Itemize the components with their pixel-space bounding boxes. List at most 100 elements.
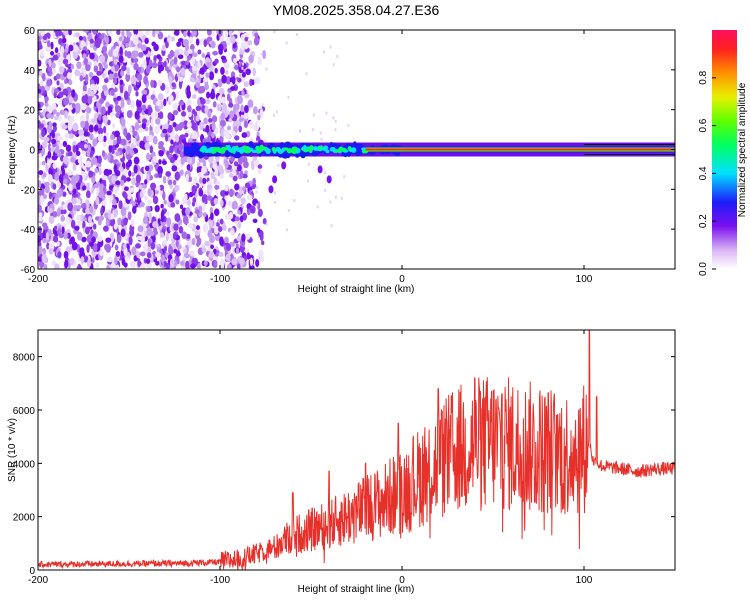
spectrogram-noise-cell [210, 244, 215, 249]
spectrogram-noise-cell [141, 94, 147, 104]
spectrogram-noise-cell [157, 31, 164, 40]
spectrogram-noise-cell [87, 108, 91, 114]
x-tick-label: -100 [210, 274, 230, 285]
spectrogram-noise-cell [85, 64, 91, 72]
spectrogram-noise-cell [98, 62, 102, 68]
spectrogram-noise-cell [207, 229, 213, 238]
spectrogram-noise-cell [146, 65, 151, 74]
signal-band-blob [329, 147, 336, 152]
signal-band-blob [206, 148, 213, 153]
signal-band-blob [251, 149, 259, 154]
spectrogram-noise-cell [141, 104, 147, 112]
spectrogram-noise-cell [179, 204, 184, 210]
spectrogram-noise-cell [138, 184, 143, 190]
spectrogram-noise-cell [191, 131, 198, 140]
spectrogram-noise-cell [126, 161, 132, 168]
spectrogram-noise-cell [182, 38, 189, 47]
spectrogram-noise-cell [161, 44, 166, 52]
spectrogram-noise-cell [65, 144, 72, 152]
spectrogram-noise-cell [189, 77, 196, 83]
spectrogram-noise-cell [132, 205, 137, 214]
spectrogram-noise-cell [239, 257, 245, 265]
spectrogram-noise-cell [241, 132, 248, 139]
spectrogram-noise-cell [51, 62, 56, 69]
spectrogram-noise-cell [224, 236, 229, 244]
spectrogram-noise-cell [214, 184, 220, 190]
signal-band-blob [308, 147, 313, 154]
spectrogram-noise-cell [223, 62, 230, 70]
spectrogram-noise-cell [52, 54, 59, 61]
spectrogram-noise-cell [178, 121, 185, 128]
spectrogram-noise-cell [98, 196, 103, 203]
spectrogram-noise-cell [43, 137, 50, 142]
spectrogram-noise-cell [85, 160, 92, 168]
spectrogram-noise-cell [137, 127, 144, 133]
spectrogram-noise-cell [60, 214, 65, 222]
spectrogram-noise-cell [177, 54, 184, 60]
spectrogram-noise-cell [214, 226, 219, 235]
spectrogram-noise-cell [127, 84, 132, 95]
spectrogram-noise-cell [51, 260, 57, 266]
spectrogram-noise-cell [83, 30, 89, 33]
spectrogram-noise-cell [252, 177, 256, 185]
spectrogram-noise-cell [196, 241, 200, 247]
spectrogram-noise-cell [172, 244, 177, 250]
spectrogram-noise-cell [107, 119, 111, 126]
signal-band-blob [291, 146, 298, 151]
spectrogram-noise-cell [276, 110, 279, 114]
spectrogram-noise-cell [58, 142, 63, 149]
spectrogram-noise-cell [234, 216, 241, 222]
spectrogram-noise-cell [125, 177, 131, 182]
spectrogram-noise-cell [185, 207, 191, 216]
spectrogram-noise-cell [102, 115, 109, 124]
spectrogram-noise-cell [194, 209, 200, 214]
spectrogram-noise-cell [120, 228, 126, 237]
spectrogram-ylabel: Frequency (Hz) [7, 116, 18, 185]
spectrogram-noise-cell [224, 213, 231, 221]
spectrogram-noise-cell [154, 205, 160, 213]
signal-band-blob [244, 149, 252, 154]
spectrogram-noise-cell [191, 66, 198, 72]
spectrogram-noise-cell [164, 252, 169, 258]
spectrogram-noise-cell [160, 203, 164, 209]
spectrogram-noise-cell [52, 66, 57, 75]
spectrogram-noise-cell [173, 248, 178, 254]
spectrogram-noise-cell [241, 233, 246, 243]
spectrogram-noise-cell [116, 234, 122, 244]
spectrogram-noise-cell [172, 121, 177, 128]
spectrogram-noise-cell [74, 32, 81, 38]
spectrogram-noise-cell [197, 60, 201, 70]
spectrogram-noise-cell [184, 132, 189, 138]
spectrogram-noise-cell [53, 225, 58, 231]
spectrogram-noise-cell [54, 172, 60, 182]
spectrogram-noise-cell [305, 72, 308, 76]
spectrogram-noise-cell [168, 76, 173, 83]
spectrogram-noise-cell [168, 233, 174, 240]
spectrogram-noise-cell [97, 127, 104, 135]
spectrogram-noise-cell [134, 110, 140, 120]
spectrogram-noise-cell [242, 190, 245, 194]
spectrogram-noise-cell [199, 85, 206, 94]
spectrogram-noise-cell [100, 206, 104, 216]
spectrogram-noise-cell [142, 118, 147, 124]
spectrogram-noise-cell [343, 175, 346, 179]
spectrogram-noise-cell [83, 130, 89, 137]
spectrogram-noise-cell [126, 132, 132, 141]
spectrogram-noise-cell [215, 189, 219, 197]
spectrogram-noise-cell [135, 91, 139, 97]
spectrogram-noise-cell [231, 258, 238, 266]
spectrogram-noise-cell [152, 195, 159, 205]
spectrogram-noise-cell [126, 109, 133, 119]
spectrogram-noise-cell [211, 121, 216, 131]
spectrogram-noise-cell [257, 56, 262, 66]
spectrogram-noise-cell [55, 30, 60, 37]
spectrogram-noise-cell [97, 155, 102, 164]
spectrogram-noise-cell [114, 256, 118, 265]
spectrogram-noise-cell [112, 139, 117, 146]
spectrogram-noise-cell [182, 215, 189, 225]
spectrogram-noise-cell [261, 103, 264, 107]
spectrogram-noise-cell [56, 241, 60, 247]
spectrogram-noise-cell [209, 250, 215, 259]
spectrogram-noise-cell [96, 236, 103, 242]
spectrogram-noise-cell [103, 125, 107, 134]
